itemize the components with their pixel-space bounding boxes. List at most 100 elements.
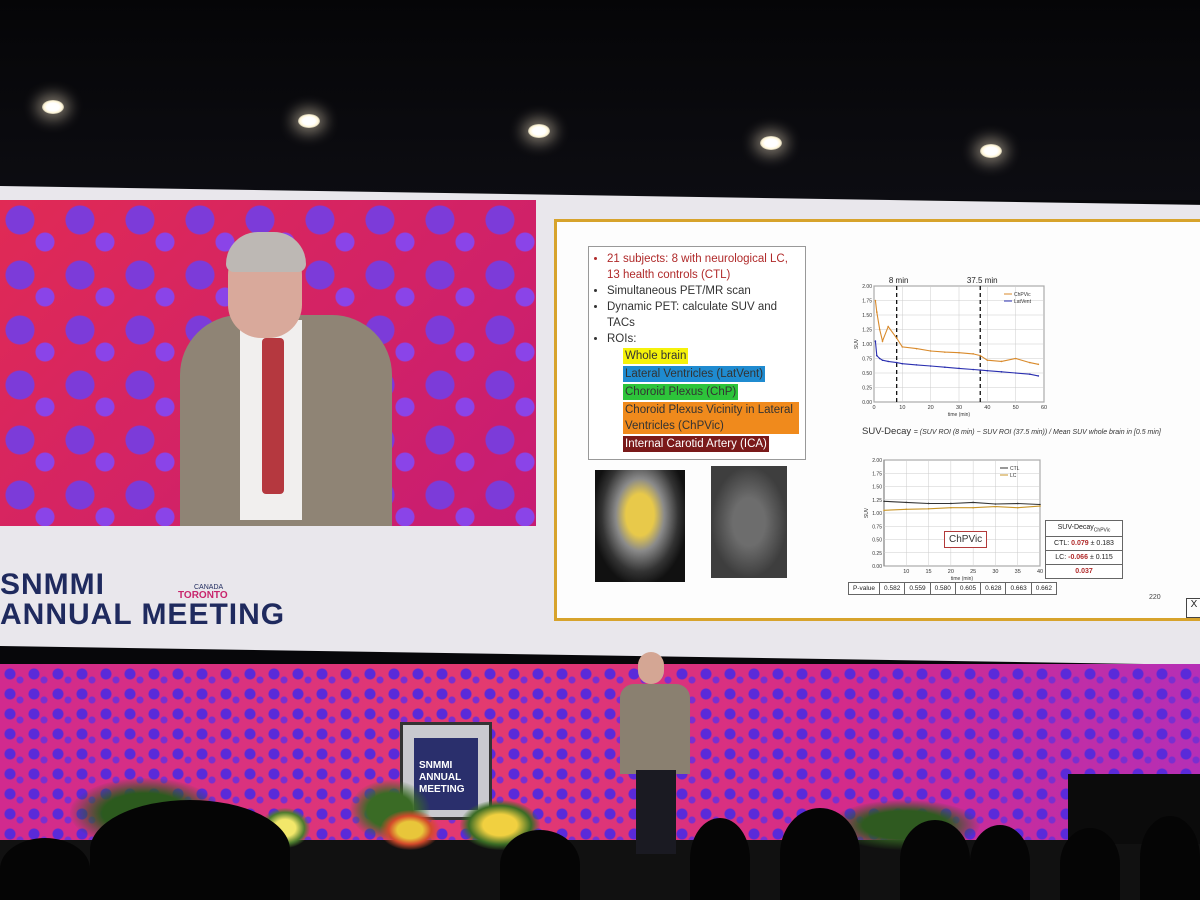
- data-point: [1000, 371, 1003, 373]
- data-point: [881, 359, 884, 362]
- audience-head: [500, 830, 580, 900]
- suv-decay-chart: 0.00 0.25 0.50 0.75 1.00 1.25 1.50 1.75 2.00 10 15…: [864, 458, 1043, 582]
- audience-head: [970, 825, 1030, 900]
- y-tick-label: 0.00: [872, 564, 882, 570]
- roi-lateral-ventricles: Lateral Ventricles (LatVent): [623, 366, 766, 382]
- slide-bullets: 21 subjects: 8 with neurological LC, 13 …: [588, 246, 806, 460]
- bullet-subjects: 21 subjects: 8 with neurological LC, 13 …: [607, 251, 799, 283]
- suv-header-text: SUV-Decay: [1057, 524, 1094, 531]
- data-point: [972, 506, 974, 509]
- audience-head: [1140, 816, 1200, 900]
- flower-arrangement: [380, 810, 440, 850]
- data-point: [994, 505, 997, 508]
- data-point: [1014, 357, 1017, 360]
- y-tick-label: 2.00: [872, 458, 882, 464]
- y-tick-label: 0.75: [872, 524, 882, 530]
- ceiling-light: [298, 114, 320, 128]
- x-tick-label: 25: [970, 569, 976, 575]
- formula: SUV-Decay = (SUV ROI (8 min) − SUV ROI (…: [862, 426, 1161, 437]
- y-tick-label: 2.00: [862, 284, 872, 290]
- x-tick-label: 50: [1013, 405, 1019, 411]
- data-point: [905, 508, 908, 511]
- data-point: [883, 500, 885, 503]
- data-point: [901, 362, 904, 365]
- series-line: [883, 500, 1041, 506]
- x-tick-label: 10: [903, 569, 909, 575]
- data-point: [1037, 363, 1040, 366]
- data-point: [958, 351, 960, 354]
- data-point: [1014, 372, 1017, 374]
- suv-ctl-row: CTL: 0.079 ± 0.183: [1045, 536, 1123, 552]
- data-point: [874, 340, 877, 342]
- data-point: [876, 311, 878, 313]
- pvalue-cell: 0.580: [929, 582, 956, 595]
- data-point: [895, 337, 898, 339]
- data-point: [972, 368, 974, 371]
- brand-country: CANADA: [194, 584, 224, 591]
- bullet-rois: ROIs:: [607, 331, 799, 347]
- audience-head: [1060, 828, 1120, 900]
- data-point: [944, 351, 946, 353]
- data-point: [887, 360, 889, 363]
- roi-list: Whole brain Lateral Ventricles (LatVent)…: [595, 347, 799, 453]
- marker-label: 8 min: [889, 276, 909, 285]
- data-point: [901, 346, 904, 348]
- data-point: [927, 507, 930, 510]
- formula-lhs: SUV-Decay: [862, 426, 912, 437]
- data-point: [876, 354, 878, 357]
- data-point: [929, 365, 932, 367]
- suv-lc-row: LC: -0.066 ± 0.115: [1045, 550, 1123, 566]
- roi-choroid-plexus: Choroid Plexus (ChP): [623, 384, 739, 400]
- ceiling-light: [760, 136, 782, 150]
- data-point: [1039, 503, 1041, 506]
- data-point: [1016, 502, 1019, 505]
- legend-label: LatVent: [1014, 299, 1032, 305]
- y-tick-label: 1.50: [862, 313, 872, 319]
- tac-chart: 0.00 0.25 0.50 0.75 1.00 1.25 1.50 1.75 2.00 0 10 2…: [854, 276, 1047, 418]
- stage-speaker-body: [620, 684, 690, 774]
- data-point: [1037, 375, 1040, 377]
- data-point: [1016, 506, 1019, 509]
- roi-whole-brain: Whole brain: [623, 348, 689, 364]
- x-tick-label: 40: [1037, 569, 1043, 575]
- data-point: [958, 367, 960, 370]
- pvalue-cell: 0.582: [879, 582, 906, 595]
- pvalue-cell: 0.662: [1030, 582, 1058, 595]
- data-point: [887, 325, 889, 328]
- data-point: [927, 502, 930, 505]
- data-point: [881, 340, 884, 342]
- mri-coronal-image: [595, 470, 685, 582]
- suv-table-header: SUV-DecayChPVic: [1045, 519, 1123, 538]
- stage-speaker-head: [638, 652, 664, 684]
- pvalue-cell: 0.628: [980, 582, 1007, 595]
- podium-text: MEETING: [419, 784, 465, 795]
- x-tick-label: 20: [928, 405, 934, 411]
- brand-city: TORONTO: [178, 590, 228, 601]
- data-point: [883, 509, 885, 512]
- pvalue-cell: 0.559: [904, 582, 931, 595]
- podium-text: ANNUAL: [419, 772, 462, 783]
- slide-page-number: 220: [1149, 594, 1161, 601]
- podium-text: SNMMI: [419, 760, 453, 771]
- ctl-err: ± 0.183: [1090, 540, 1114, 548]
- pvalue-label: P-value: [847, 582, 881, 595]
- x-axis-label: time (min): [951, 576, 974, 582]
- x-tick-label: 60: [1041, 405, 1047, 411]
- pvalue-cell: 0.605: [954, 582, 982, 595]
- suv-pvalue: 0.037: [1045, 564, 1123, 580]
- data-point: [972, 353, 974, 355]
- data-point: [950, 502, 952, 505]
- ceiling-light: [42, 100, 64, 114]
- y-tick-label: 0.00: [862, 400, 872, 406]
- y-tick-label: 1.25: [872, 498, 882, 504]
- legend-label: LC: [1010, 473, 1017, 479]
- stage-speaker-legs: [636, 770, 676, 854]
- suv-decay-table: SUV-DecayChPVic CTL: 0.079 ± 0.183 LC: -…: [1045, 519, 1123, 580]
- data-point: [874, 299, 877, 302]
- data-point: [979, 369, 982, 371]
- x-tick-label: 30: [956, 405, 962, 411]
- data-point: [878, 357, 881, 360]
- x-axis-label: time (min): [948, 412, 971, 418]
- ceiling: [0, 0, 1200, 200]
- close-icon: X: [1186, 598, 1200, 618]
